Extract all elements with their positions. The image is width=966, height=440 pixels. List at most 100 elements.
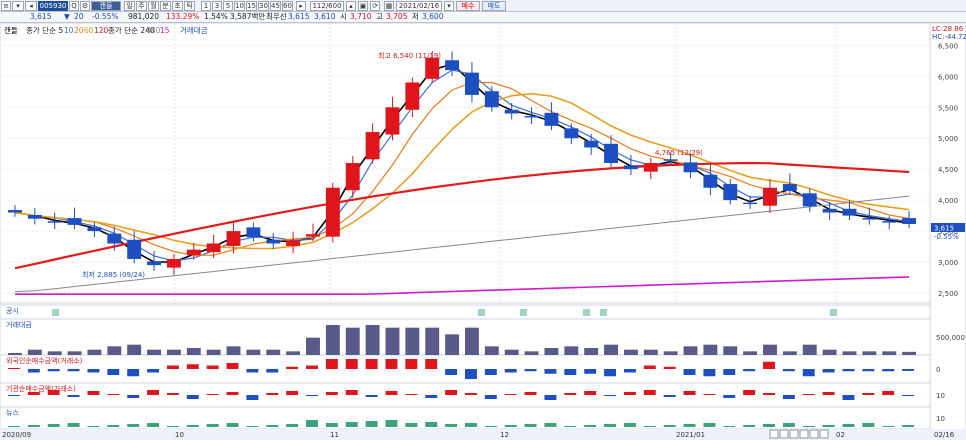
settings-icon[interactable]: ⚙ <box>80 1 90 11</box>
stock-chart[interactable]: 6,500 6,000 5,500 5,000 4,500 4,000 3,500 3,000… <box>0 23 966 440</box>
news-bar <box>604 424 617 427</box>
volume-bar <box>127 344 142 355</box>
inst-bar <box>743 390 756 395</box>
period-10[interactable]: 10 <box>234 1 245 11</box>
x-axis-label: 2020/09 <box>2 431 31 439</box>
type-tick[interactable]: 틱 <box>184 1 195 11</box>
volume-bar <box>286 351 301 355</box>
news-bar <box>47 424 60 427</box>
candle-body <box>544 112 559 126</box>
search-icon[interactable]: Q <box>69 1 79 11</box>
volume-bar <box>186 348 201 355</box>
inst-bar <box>345 390 358 395</box>
type-week[interactable]: 주 <box>136 1 147 11</box>
prev-icon[interactable]: ◂ <box>25 1 37 11</box>
period-3[interactable]: 3 <box>212 1 222 11</box>
volume-bar <box>425 327 440 355</box>
news-bar <box>445 424 458 427</box>
inst-bar <box>882 391 895 395</box>
inst-bar <box>8 395 20 396</box>
inst-bar <box>822 392 835 395</box>
inst-bar <box>186 395 199 399</box>
news-bar <box>127 424 140 427</box>
ma240-line <box>14 195 910 293</box>
legend-volume: 거래대금 <box>180 26 208 35</box>
volume-bar <box>206 349 221 355</box>
legend-main: 캔들 <box>4 25 18 35</box>
y-tick-label: 5,000 <box>938 135 958 143</box>
news-bar <box>723 426 736 427</box>
menu-icon[interactable]: ≡ <box>1 1 11 11</box>
foreign-bar <box>484 369 497 375</box>
inst-bar <box>782 395 795 399</box>
news-bar <box>484 426 497 427</box>
inst-bar <box>703 394 716 395</box>
current-price-pct: -0.55% <box>934 233 959 241</box>
volume-bar <box>544 348 559 355</box>
legend-ma60: 60 <box>84 26 94 35</box>
y-tick-label: 4,000 <box>938 197 958 205</box>
quote-bar: 3,615 ▼ 20 -0.55% 981,020 133.29% 1.54% … <box>0 12 966 23</box>
news-bar <box>763 424 775 427</box>
type-minute[interactable]: 분 <box>160 1 171 11</box>
bid-price: 3,610 <box>314 12 336 21</box>
news-bar <box>226 423 239 427</box>
candle-body <box>504 109 519 114</box>
dropdown-icon[interactable]: ▾ <box>12 1 24 11</box>
period-5[interactable]: 5 <box>223 1 233 11</box>
turnover-ratio: 1.54% <box>204 12 228 21</box>
sell-button[interactable]: 매도 <box>482 1 506 11</box>
period-15[interactable]: 15 <box>246 1 257 11</box>
news-bar <box>544 423 557 427</box>
lock-icon[interactable]: ▣ <box>358 1 368 11</box>
foreign-bar <box>882 369 895 372</box>
candle-body <box>623 165 638 170</box>
candle-body <box>445 60 460 71</box>
calendar-icon[interactable]: ▦ <box>384 1 394 11</box>
high-price: 3,705 <box>386 12 408 21</box>
foreign-bar <box>8 368 20 369</box>
candle-body <box>465 72 479 95</box>
candle-body <box>87 227 102 232</box>
buy-button[interactable]: 매수 <box>456 1 480 11</box>
foreign-bar <box>107 369 120 375</box>
type-second[interactable]: 초 <box>172 1 183 11</box>
period-1[interactable]: 1 <box>201 1 211 11</box>
news-bar <box>246 426 259 427</box>
type-day[interactable]: 일 <box>124 1 135 11</box>
volume-bar <box>47 351 62 355</box>
chart-type-button[interactable]: 캔들 <box>91 1 121 11</box>
volume-bar <box>623 349 638 355</box>
stock-code-input[interactable]: 005930 <box>38 1 68 11</box>
type-month[interactable]: 월 <box>148 1 159 11</box>
step-icon[interactable]: ▴ <box>346 1 356 11</box>
y-tick-label: 2,500 <box>938 290 958 298</box>
volume-bar <box>465 327 479 355</box>
date-input[interactable]: 2021/02/16 <box>396 1 442 11</box>
foreign-bar <box>425 359 438 369</box>
candle-body <box>902 218 917 224</box>
scroll-button <box>769 429 779 439</box>
inst-bar <box>226 392 239 395</box>
news-bar <box>405 423 418 427</box>
volume-bar <box>643 349 658 355</box>
news-bar <box>67 423 80 427</box>
calendar-picker-icon[interactable]: ▾ <box>444 1 454 11</box>
news-bar <box>882 426 895 427</box>
news-bar <box>87 426 100 427</box>
open-label: 시 <box>340 12 347 21</box>
news-bar <box>8 426 20 427</box>
foreign-bar <box>842 369 855 372</box>
foreign-bar <box>405 359 418 369</box>
chart-tool-icon[interactable]: ▸ <box>296 1 306 11</box>
scroll-button <box>799 429 809 439</box>
period-60[interactable]: 60 <box>282 1 293 11</box>
period-30[interactable]: 30 <box>258 1 269 11</box>
amount: 3,587백만 <box>230 12 266 21</box>
inst-bar <box>683 391 696 395</box>
period-45[interactable]: 45 <box>270 1 281 11</box>
foreign-bar <box>643 365 656 369</box>
x-axis-label: 2021/01 <box>676 431 705 439</box>
volume-bar <box>504 349 519 355</box>
refresh-icon[interactable]: ⟳ <box>370 1 380 11</box>
